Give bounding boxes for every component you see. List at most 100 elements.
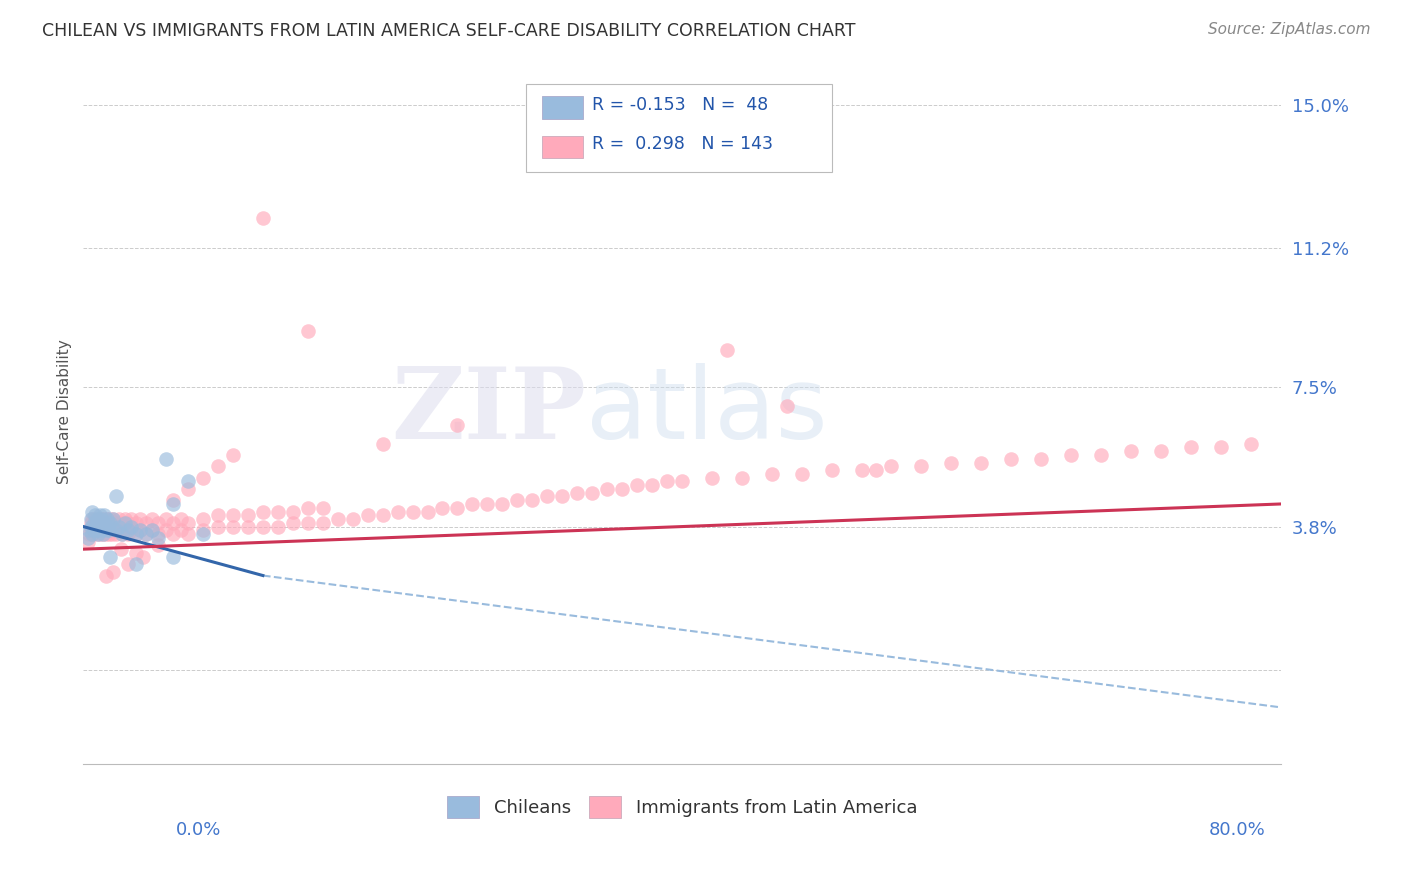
Point <box>120 524 142 538</box>
Point <box>162 527 184 541</box>
Point <box>120 519 142 533</box>
Point <box>114 516 136 530</box>
Point <box>446 500 468 515</box>
Point <box>1180 441 1202 455</box>
Point <box>236 508 259 523</box>
Point <box>103 512 125 526</box>
Point <box>371 508 394 523</box>
Point <box>297 516 319 530</box>
Point <box>222 448 245 462</box>
Point <box>461 497 484 511</box>
Point <box>207 508 229 523</box>
Point <box>93 524 115 538</box>
Point <box>108 524 131 538</box>
Point <box>1209 441 1232 455</box>
Point <box>162 493 184 508</box>
Point <box>626 478 648 492</box>
Point <box>97 524 120 538</box>
Point <box>103 524 125 538</box>
Point <box>155 512 177 526</box>
FancyBboxPatch shape <box>541 96 582 119</box>
Point <box>84 512 107 526</box>
Point <box>77 524 100 538</box>
Point <box>86 524 108 538</box>
Point <box>94 516 117 530</box>
Text: CHILEAN VS IMMIGRANTS FROM LATIN AMERICA SELF-CARE DISABILITY CORRELATION CHART: CHILEAN VS IMMIGRANTS FROM LATIN AMERICA… <box>42 22 856 40</box>
Point <box>93 516 115 530</box>
Point <box>93 512 115 526</box>
Point <box>129 512 152 526</box>
Point <box>87 516 110 530</box>
Point <box>700 470 723 484</box>
Point <box>83 524 105 538</box>
Point <box>82 512 104 526</box>
Point <box>356 508 378 523</box>
Point <box>1000 451 1022 466</box>
Point <box>177 475 200 489</box>
Point <box>135 516 157 530</box>
Point <box>94 524 117 538</box>
Point <box>98 516 121 530</box>
Point <box>222 519 245 533</box>
Point <box>124 527 146 541</box>
Point <box>105 524 128 538</box>
Point <box>432 500 454 515</box>
Point <box>236 519 259 533</box>
Point <box>1119 444 1142 458</box>
Point <box>86 512 108 526</box>
Point <box>83 516 105 530</box>
Point <box>100 519 122 533</box>
Point <box>89 516 111 530</box>
Point <box>281 516 304 530</box>
Point <box>1150 444 1173 458</box>
Point <box>77 527 100 541</box>
Point <box>641 478 664 492</box>
Point <box>820 463 842 477</box>
Point <box>252 519 274 533</box>
Point <box>98 524 121 538</box>
Point <box>761 467 783 481</box>
Point <box>86 527 108 541</box>
Point <box>124 516 146 530</box>
Point <box>169 524 191 538</box>
Legend: Chileans, Immigrants from Latin America: Chileans, Immigrants from Latin America <box>440 789 924 825</box>
Point <box>103 512 125 526</box>
Point <box>76 534 98 549</box>
Point <box>96 512 118 526</box>
FancyBboxPatch shape <box>526 84 831 172</box>
Point <box>84 524 107 538</box>
Point <box>655 475 678 489</box>
Point <box>83 524 105 538</box>
Point <box>326 512 349 526</box>
Point <box>776 399 799 413</box>
Point <box>98 512 121 526</box>
Point <box>536 490 558 504</box>
Point <box>155 451 177 466</box>
FancyBboxPatch shape <box>541 136 582 158</box>
Point <box>89 527 111 541</box>
Point <box>80 524 103 538</box>
Point <box>129 524 152 538</box>
Point <box>87 527 110 541</box>
Point <box>103 565 125 579</box>
Point <box>267 504 290 518</box>
Point <box>477 497 499 511</box>
Point <box>207 459 229 474</box>
Point <box>191 470 214 484</box>
Point <box>581 485 603 500</box>
Point <box>132 549 155 564</box>
Point <box>596 482 619 496</box>
Point <box>76 531 98 545</box>
Point <box>111 527 134 541</box>
Point <box>105 527 128 541</box>
Point <box>731 470 754 484</box>
Point <box>91 527 114 541</box>
Point <box>551 490 574 504</box>
Point <box>506 493 529 508</box>
Point <box>94 568 117 582</box>
Point <box>114 512 136 526</box>
Point <box>716 343 738 357</box>
Point <box>108 519 131 533</box>
Point <box>401 504 423 518</box>
Point <box>252 504 274 518</box>
